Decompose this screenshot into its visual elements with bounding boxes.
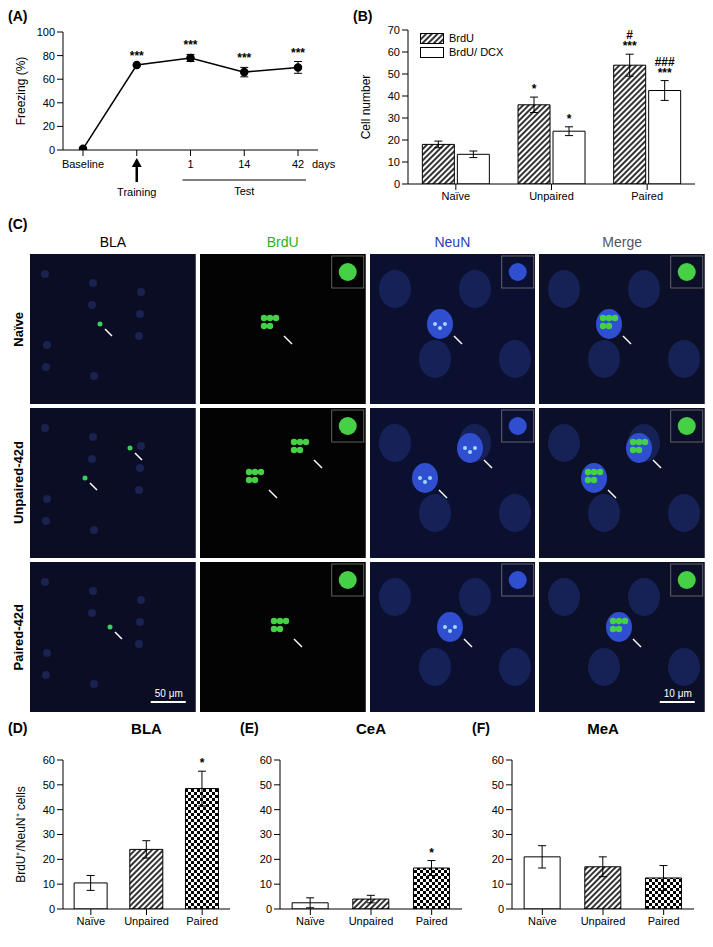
svg-text:40: 40 bbox=[43, 97, 55, 109]
svg-text:100: 100 bbox=[37, 26, 55, 38]
svg-text:Naïve: Naïve bbox=[441, 190, 470, 202]
svg-text:60: 60 bbox=[260, 754, 272, 766]
svg-text:14: 14 bbox=[238, 158, 250, 170]
html-text:NeuN: NeuN bbox=[434, 234, 471, 250]
svg-text:0: 0 bbox=[394, 178, 400, 190]
svg-text:40: 40 bbox=[388, 90, 400, 102]
svg-text:30: 30 bbox=[43, 828, 55, 840]
svg-text:20: 20 bbox=[43, 120, 55, 132]
html-text:MeA: MeA bbox=[587, 720, 619, 737]
svg-text:0: 0 bbox=[266, 903, 272, 915]
svg-text:1: 1 bbox=[187, 158, 193, 170]
svg-text:10: 10 bbox=[260, 878, 272, 890]
html-text:(A): (A) bbox=[8, 8, 28, 24]
svg-text:*: * bbox=[567, 112, 572, 126]
html-text:(D): (D) bbox=[8, 720, 28, 736]
svg-text:Paired: Paired bbox=[186, 915, 218, 927]
svg-text:20: 20 bbox=[388, 134, 400, 146]
svg-text:Paired: Paired bbox=[631, 190, 663, 202]
svg-text:50: 50 bbox=[388, 68, 400, 80]
svg-text:BrdU⁺/NeuN⁺ cells: BrdU⁺/NeuN⁺ cells bbox=[14, 786, 28, 883]
svg-text:Baseline: Baseline bbox=[62, 158, 104, 170]
svg-text:80: 80 bbox=[43, 50, 55, 62]
html-text:Merge: Merge bbox=[602, 234, 642, 250]
svg-text:days: days bbox=[312, 158, 336, 170]
svg-text:30: 30 bbox=[260, 828, 272, 840]
svg-text:30: 30 bbox=[492, 828, 504, 840]
svg-text:10: 10 bbox=[43, 878, 55, 890]
svg-text:50: 50 bbox=[492, 779, 504, 791]
svg-text:0: 0 bbox=[49, 903, 55, 915]
svg-text:0: 0 bbox=[498, 903, 504, 915]
svg-text:***: *** bbox=[183, 38, 197, 52]
svg-text:50: 50 bbox=[260, 779, 272, 791]
html-text:Unpaired-42d: Unpaired-42d bbox=[10, 441, 26, 525]
svg-text:Unpaired: Unpaired bbox=[581, 915, 626, 927]
svg-text:***: *** bbox=[291, 46, 305, 60]
html-text:CeA: CeA bbox=[356, 720, 386, 737]
svg-text:20: 20 bbox=[492, 853, 504, 865]
svg-text:20: 20 bbox=[260, 853, 272, 865]
svg-text:40: 40 bbox=[260, 804, 272, 816]
svg-text:Unpaired: Unpaired bbox=[349, 915, 394, 927]
svg-text:***: *** bbox=[130, 49, 144, 63]
svg-text:42: 42 bbox=[292, 158, 304, 170]
svg-text:Test: Test bbox=[234, 185, 254, 197]
svg-text:*: * bbox=[532, 82, 537, 96]
svg-text:*: * bbox=[200, 756, 205, 770]
html-text:Naïve: Naïve bbox=[10, 311, 26, 347]
svg-text:20: 20 bbox=[43, 853, 55, 865]
svg-text:Paired: Paired bbox=[416, 915, 448, 927]
svg-text:40: 40 bbox=[492, 804, 504, 816]
html-text:BLA: BLA bbox=[99, 234, 127, 250]
svg-text:30: 30 bbox=[388, 112, 400, 124]
svg-text:10: 10 bbox=[492, 878, 504, 890]
svg-text:Unpaired: Unpaired bbox=[529, 190, 574, 202]
svg-text:60: 60 bbox=[492, 754, 504, 766]
svg-text:40: 40 bbox=[43, 804, 55, 816]
svg-text:Naïve: Naïve bbox=[296, 915, 325, 927]
html-text:(E): (E) bbox=[240, 720, 259, 736]
svg-text:Freezing (%): Freezing (%) bbox=[14, 57, 28, 126]
svg-text:10 μm: 10 μm bbox=[664, 688, 692, 699]
html-text:(C): (C) bbox=[8, 216, 28, 232]
svg-text:***: *** bbox=[237, 51, 251, 65]
svg-text:70: 70 bbox=[388, 24, 400, 36]
html-text:(F): (F) bbox=[472, 720, 490, 736]
svg-text:#: # bbox=[626, 28, 633, 42]
html-text:BrdU: BrdU bbox=[266, 234, 299, 250]
svg-text:50 μm: 50 μm bbox=[155, 688, 183, 699]
html-text:BrdU: BrdU bbox=[449, 32, 475, 44]
html-text:(B): (B) bbox=[353, 8, 373, 24]
svg-text:Naïve: Naïve bbox=[528, 915, 557, 927]
svg-text:*: * bbox=[429, 846, 434, 860]
html-text:BLA: BLA bbox=[131, 720, 162, 737]
svg-text:Training: Training bbox=[117, 186, 156, 198]
svg-text:0: 0 bbox=[49, 144, 55, 156]
svg-text:Unpaired: Unpaired bbox=[124, 915, 169, 927]
svg-text:60: 60 bbox=[388, 46, 400, 58]
svg-text:10: 10 bbox=[388, 156, 400, 168]
svg-text:Cell number: Cell number bbox=[359, 75, 373, 140]
html-text:Paired-42d: Paired-42d bbox=[10, 603, 26, 671]
svg-text:60: 60 bbox=[43, 754, 55, 766]
svg-text:60: 60 bbox=[43, 73, 55, 85]
svg-text:Paired: Paired bbox=[648, 915, 680, 927]
svg-text:###: ### bbox=[655, 55, 675, 69]
svg-text:50: 50 bbox=[43, 779, 55, 791]
svg-text:Naïve: Naïve bbox=[76, 915, 105, 927]
html-text:BrdU/ DCX: BrdU/ DCX bbox=[449, 46, 504, 58]
